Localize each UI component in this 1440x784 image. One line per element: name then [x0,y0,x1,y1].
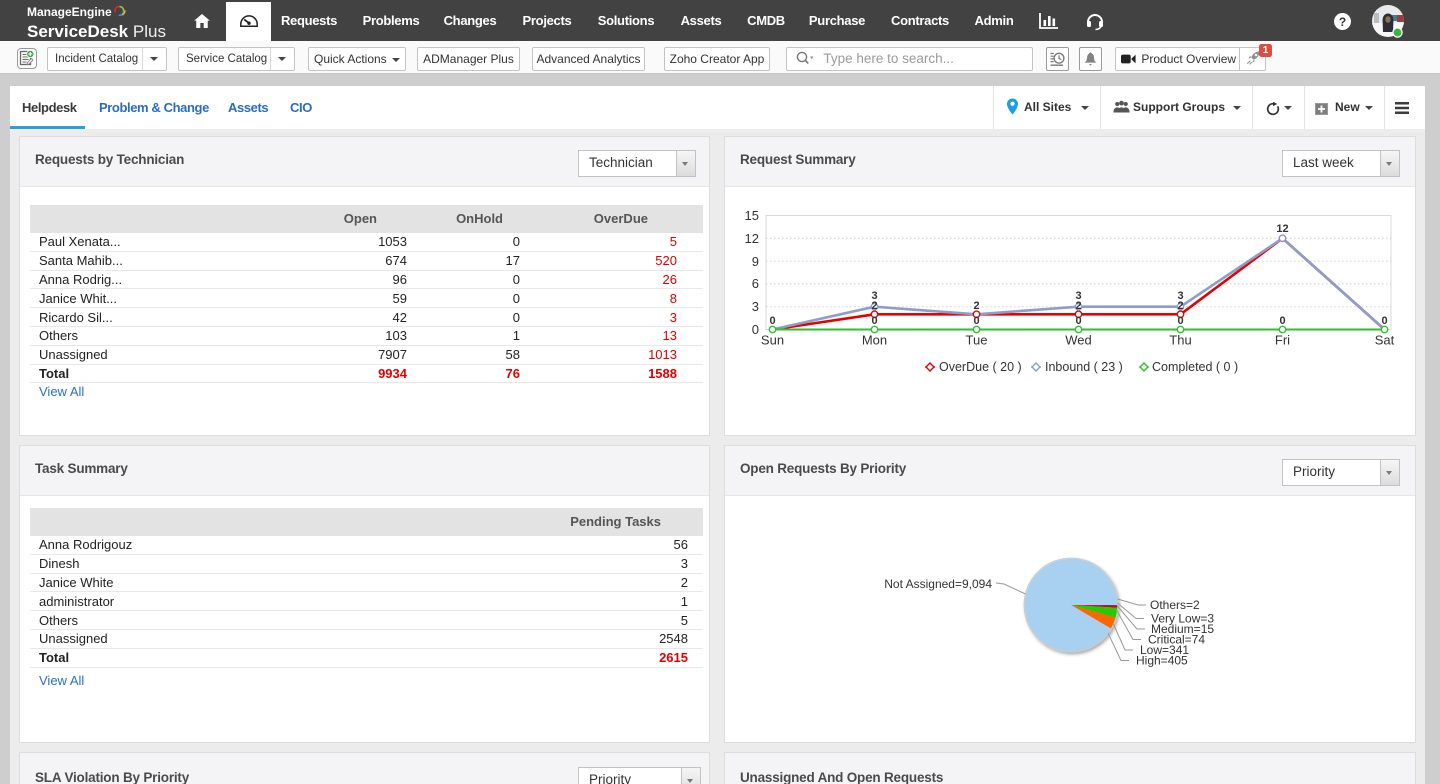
svg-text:Sat: Sat [1375,333,1395,348]
svg-text:Not Assigned=9,094: Not Assigned=9,094 [884,577,992,591]
svg-text:Fri: Fri [1275,333,1290,348]
svg-text:2: 2 [871,300,877,312]
svg-text:12: 12 [1276,223,1288,235]
svg-text:Medium=15: Medium=15 [1151,622,1214,636]
svg-text:9: 9 [752,254,759,269]
svg-text:3: 3 [1177,290,1183,302]
svg-text:Low=341: Low=341 [1140,643,1189,657]
svg-text:2: 2 [973,300,979,312]
svg-text:Critical=74: Critical=74 [1148,633,1205,647]
svg-text:Others=2: Others=2 [1150,598,1200,612]
svg-text:?: ? [1339,15,1346,29]
svg-text:2: 2 [1075,300,1081,312]
svg-text:Completed ( 0 ): Completed ( 0 ) [1152,360,1238,374]
svg-text:6: 6 [752,276,759,291]
svg-text:0: 0 [871,315,877,327]
svg-text:12: 12 [745,231,759,246]
svg-text:0: 0 [1279,315,1285,327]
svg-text:Very Low=3: Very Low=3 [1151,612,1214,626]
svg-text:Mon: Mon [862,333,887,348]
svg-text:0: 0 [752,322,759,337]
svg-text:Thu: Thu [1169,333,1191,348]
svg-text:0: 0 [769,315,775,327]
svg-text:3: 3 [871,290,877,302]
svg-text:3: 3 [752,299,759,314]
svg-text:Inbound ( 23 ): Inbound ( 23 ) [1045,360,1123,374]
svg-text:0: 0 [1177,315,1183,327]
svg-text:0: 0 [1381,315,1387,327]
svg-text:Tue: Tue [966,333,988,348]
svg-text:0: 0 [1075,315,1081,327]
svg-text:Sun: Sun [761,333,784,348]
svg-text:Wed: Wed [1065,333,1092,348]
svg-text:3: 3 [1075,290,1081,302]
svg-text:High=405: High=405 [1136,654,1188,668]
svg-text:OverDue ( 20 ): OverDue ( 20 ) [939,360,1022,374]
svg-text:15: 15 [745,208,759,223]
svg-text:0: 0 [973,315,979,327]
svg-text:2: 2 [1177,300,1183,312]
